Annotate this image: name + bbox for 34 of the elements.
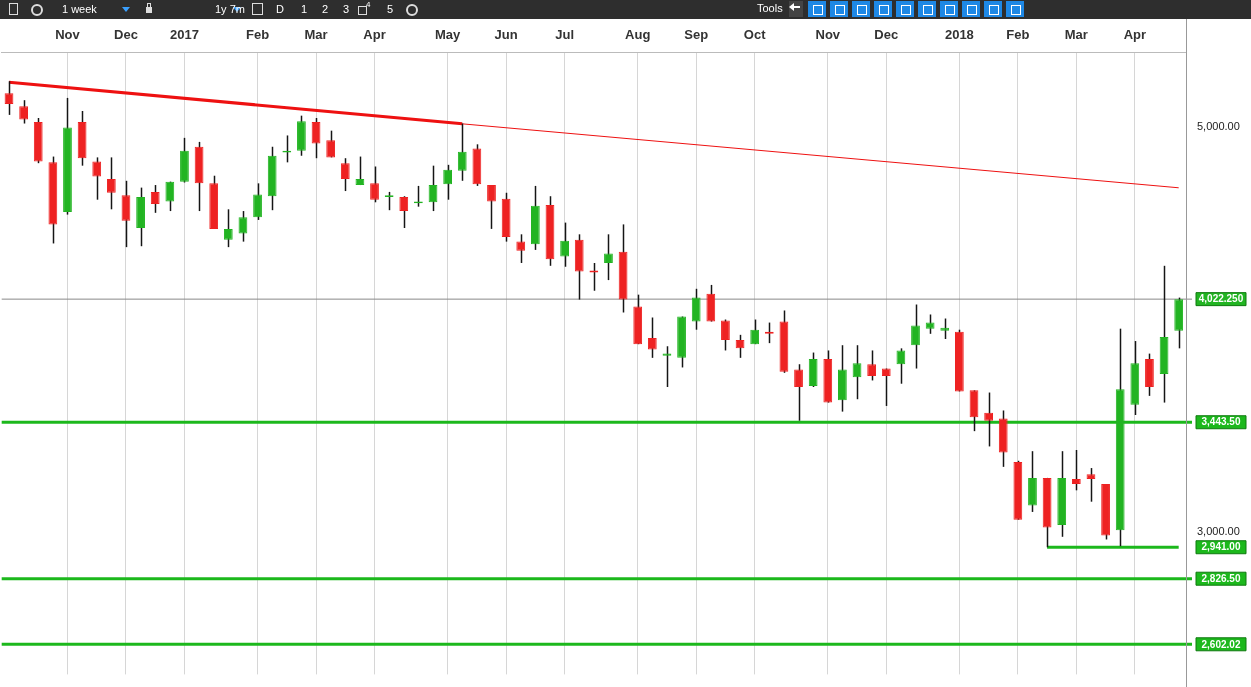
x-tick-label: Nov <box>815 27 841 43</box>
text: Tools <box>757 2 783 14</box>
x-tick-label: Sep <box>684 27 709 43</box>
x-tick-label: Dec <box>114 27 138 43</box>
x-tick-label: Jul <box>555 27 574 43</box>
text: D <box>276 3 284 15</box>
text: 5 <box>387 3 394 15</box>
y-tick-label: 5,000.00 <box>1197 119 1240 132</box>
x-tick-label: Apr <box>1123 27 1147 43</box>
x-tick-label: Feb <box>1006 27 1030 43</box>
y-tick-label: 3,000.00 <box>1197 524 1240 537</box>
text: 1 <box>301 3 308 15</box>
x-tick-label: Feb <box>246 27 270 43</box>
x-tick-label: Oct <box>743 27 767 43</box>
x-tick-label: May <box>434 27 462 43</box>
text: 1y 7m <box>215 3 245 15</box>
x-tick-label: 2018 <box>944 27 974 43</box>
x-tick-label: Nov <box>55 27 81 43</box>
x-tick-label: Mar <box>1064 27 1088 43</box>
x-tick-label: Aug <box>625 27 651 43</box>
x-tick-label: Apr <box>363 27 386 43</box>
x-tick-label: Dec <box>874 27 899 43</box>
x-tick-label: Mar <box>304 27 328 43</box>
x-tick-label: Jun <box>494 27 518 43</box>
ref-line-label: 4,022.250 <box>1198 293 1244 305</box>
text: 4 <box>366 0 371 9</box>
x-tick-label: 2017 <box>169 27 199 43</box>
text: 2,941.00 <box>1201 541 1241 553</box>
ref-line-label: 2,826.50 <box>1201 572 1241 584</box>
text: 2 <box>322 3 329 15</box>
text: 1 week <box>62 3 97 15</box>
text: 3 <box>343 3 350 15</box>
ref-line-label: 3,443.50 <box>1201 416 1241 428</box>
ref-line-label: 2,602.02 <box>1201 638 1241 650</box>
